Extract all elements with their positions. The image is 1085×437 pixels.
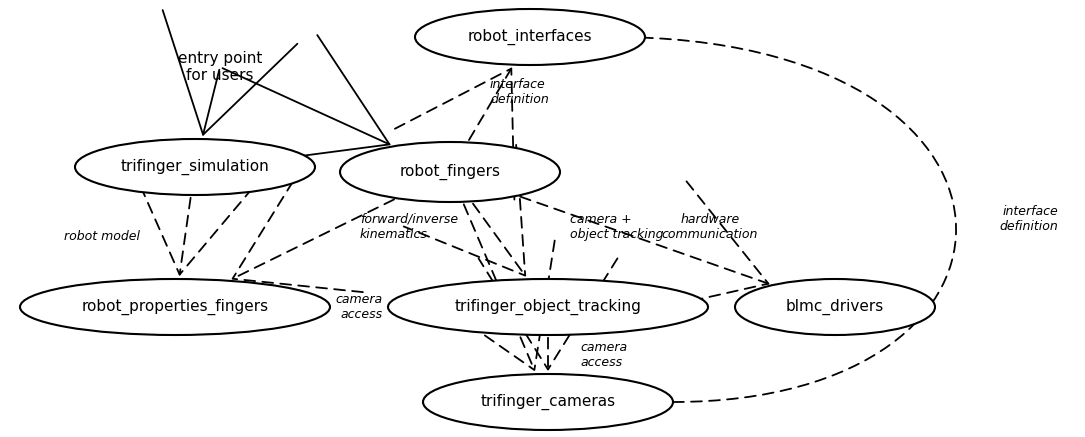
Text: hardware
communication: hardware communication: [662, 213, 758, 241]
Ellipse shape: [75, 139, 315, 195]
Text: interface
definition: interface definition: [999, 205, 1058, 233]
Text: trifinger_simulation: trifinger_simulation: [120, 159, 269, 175]
Text: robot model: robot model: [64, 230, 140, 243]
Text: trifinger_cameras: trifinger_cameras: [481, 394, 615, 410]
FancyArrowPatch shape: [612, 30, 956, 402]
Text: interface
definition: interface definition: [490, 78, 549, 106]
Text: robot_properties_fingers: robot_properties_fingers: [81, 299, 269, 315]
Text: trifinger_object_tracking: trifinger_object_tracking: [455, 299, 641, 315]
Ellipse shape: [340, 142, 560, 202]
Text: camera
access: camera access: [580, 341, 627, 369]
Text: forward/inverse
kinematics: forward/inverse kinematics: [360, 213, 458, 241]
Text: blmc_drivers: blmc_drivers: [786, 299, 884, 315]
Text: robot_fingers: robot_fingers: [399, 164, 500, 180]
Text: camera +
object tracking: camera + object tracking: [570, 213, 664, 241]
Ellipse shape: [735, 279, 935, 335]
Ellipse shape: [414, 9, 644, 65]
Ellipse shape: [423, 374, 673, 430]
Ellipse shape: [20, 279, 330, 335]
Text: entry point
for users: entry point for users: [178, 51, 263, 83]
Text: robot_interfaces: robot_interfaces: [468, 29, 592, 45]
Ellipse shape: [388, 279, 709, 335]
Text: camera
access: camera access: [336, 293, 383, 321]
